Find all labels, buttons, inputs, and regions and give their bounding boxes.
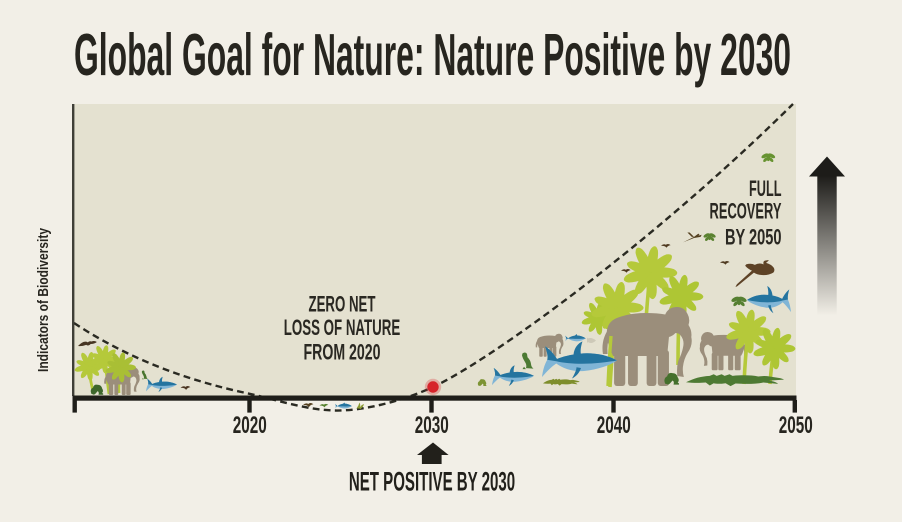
svg-text:2040: 2040 [597, 412, 631, 439]
svg-text:Global Goal for Nature: Nature: Global Goal for Nature: Nature Positive … [74, 22, 791, 88]
svg-text:2050: 2050 [779, 412, 813, 439]
svg-text:Indicators of Biodiversity: Indicators of Biodiversity [36, 228, 52, 372]
svg-text:LOSS OF NATURE: LOSS OF NATURE [284, 315, 401, 340]
svg-text:FULL: FULL [749, 176, 782, 201]
svg-text:NET POSITIVE BY 2030: NET POSITIVE BY 2030 [349, 466, 515, 496]
svg-text:BY 2050: BY 2050 [725, 224, 782, 249]
svg-text:FROM 2020: FROM 2020 [304, 340, 381, 365]
svg-text:2030: 2030 [415, 412, 449, 439]
svg-text:RECOVERY: RECOVERY [710, 198, 782, 223]
svg-text:2020: 2020 [233, 412, 267, 439]
svg-text:ZERO NET: ZERO NET [309, 292, 376, 317]
